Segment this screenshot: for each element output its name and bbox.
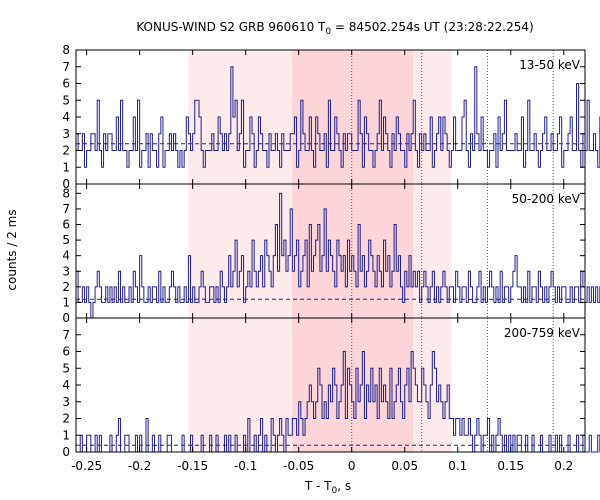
panel-3: 0 1 2 3 4 5 6 7 200-759 keV <box>62 317 600 459</box>
y-tick-label: 1 <box>62 428 70 442</box>
x-tick-label: -0.15 <box>177 459 208 473</box>
x-tick-label: -0.25 <box>71 459 102 473</box>
shaded-interval-2 <box>292 184 414 318</box>
y-tick-label: 4 <box>62 110 70 124</box>
energy-band-label: 50-200 keV <box>512 192 581 206</box>
shaded-interval-2 <box>292 50 414 184</box>
y-tick-label: 1 <box>62 295 70 309</box>
x-tick-label: 0.2 <box>554 459 573 473</box>
panel-1: 0 1 2 3 4 5 6 7 8 13-50 keV <box>62 43 600 191</box>
chart-title-suffix: = 84502.254s UT (23:28:22.254) <box>331 20 534 34</box>
y-tick-label: 2 <box>62 412 70 426</box>
y-tick-label: 5 <box>62 233 70 247</box>
y-tick-label: 3 <box>62 127 70 141</box>
panel-frame <box>75 317 586 453</box>
y-tick-label: 5 <box>62 361 70 375</box>
x-axis-title: T - T0, s <box>304 479 351 496</box>
chart-title-prefix: KONUS-WIND S2 GRB 960610 T <box>136 20 326 34</box>
y-tick-label: 4 <box>62 378 70 392</box>
energy-band-label: 13-50 keV <box>519 58 581 72</box>
y-tick-label: 0 <box>62 177 70 191</box>
y-tick-label: 7 <box>62 328 70 342</box>
y-tick-label: 6 <box>62 345 70 359</box>
x-tick-label: 0.15 <box>497 459 524 473</box>
energy-band-label: 200-759 keV <box>504 326 581 340</box>
y-tick-label: 0 <box>62 311 70 325</box>
chart-title: KONUS-WIND S2 GRB 960610 T0 = 84502.254s… <box>136 20 533 37</box>
x-axis-title-prefix: T - T <box>304 479 332 493</box>
y-tick-label: 7 <box>62 202 70 216</box>
y-tick-label: 8 <box>62 43 70 57</box>
x-tick-label: 0.1 <box>448 459 467 473</box>
y-tick-label: 4 <box>62 249 70 263</box>
y-tick-label: 2 <box>62 280 70 294</box>
x-tick-label: 0.05 <box>391 459 418 473</box>
chart-title-subscript: 0 <box>325 27 331 37</box>
y-tick-label: 7 <box>62 60 70 74</box>
x-tick-label: -0.1 <box>234 459 257 473</box>
y-tick-label: 3 <box>62 395 70 409</box>
x-axis-title-suffix: , s <box>337 479 351 493</box>
x-tick-label: -0.05 <box>283 459 314 473</box>
y-tick-label: 8 <box>62 186 70 200</box>
y-tick-label: 1 <box>62 160 70 174</box>
x-tick-label: -0.2 <box>128 459 151 473</box>
shaded-interval-2 <box>292 318 414 452</box>
count-histogram <box>76 66 600 168</box>
y-tick-label: 6 <box>62 218 70 232</box>
y-axis-title: counts / 2 ms <box>5 209 19 290</box>
x-axis-title-subscript: 0 <box>332 486 338 496</box>
count-histogram <box>76 192 600 319</box>
y-tick-label: 3 <box>62 264 70 278</box>
y-tick-label: 2 <box>62 144 70 158</box>
x-tick-label: 0 <box>348 459 356 473</box>
y-tick-label: 6 <box>62 77 70 91</box>
y-tick-label: 5 <box>62 93 70 107</box>
y-tick-label: 0 <box>62 445 70 459</box>
